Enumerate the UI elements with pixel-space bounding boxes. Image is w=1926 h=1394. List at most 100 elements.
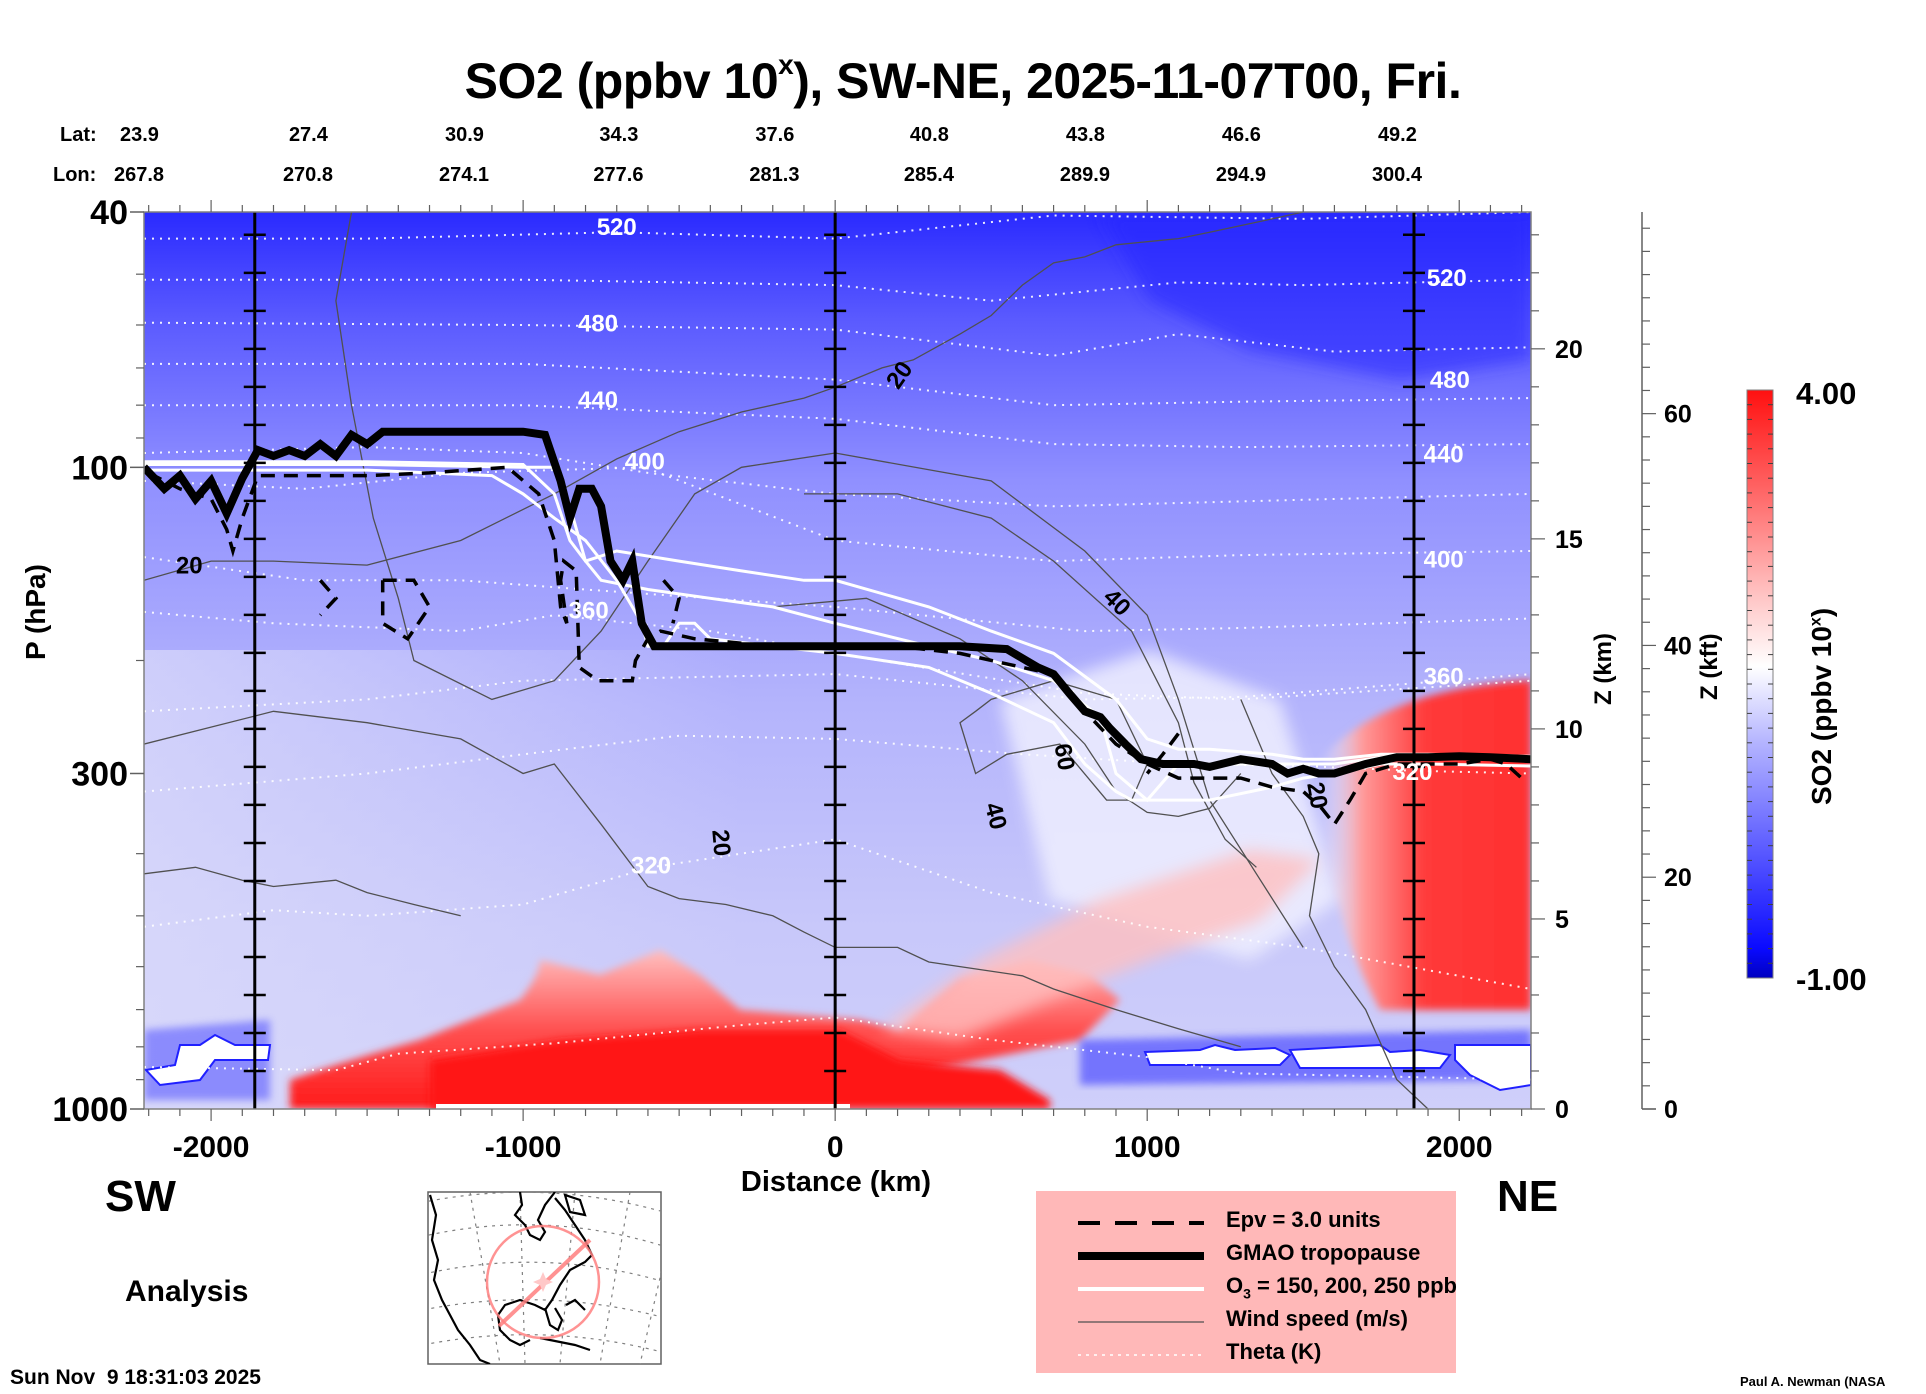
theta-label: 520 <box>597 214 637 241</box>
lat-value: 34.3 <box>599 124 639 146</box>
theta-contour-line <box>144 610 1531 701</box>
legend-item-theta: Theta (K) <box>1036 1337 1456 1371</box>
lat-value: 27.4 <box>288 124 328 146</box>
legend-swatch-thin <box>1078 1321 1204 1323</box>
z-kft-tick-label: 20 <box>1664 864 1692 892</box>
x-tick-label: -2000 <box>173 1131 250 1164</box>
lat-value: 43.8 <box>1065 124 1105 146</box>
field-missing-ne3 <box>1454 1044 1531 1092</box>
epv-contour-line <box>1145 732 1180 775</box>
lon-value: 267.8 <box>114 164 165 186</box>
z-kft-tick-label: 40 <box>1664 632 1692 660</box>
lat-value: 30.9 <box>444 124 484 146</box>
lon-value: 270.8 <box>282 164 333 186</box>
theta-contour-line <box>144 1016 1531 1081</box>
theta-contour-line <box>144 838 1531 990</box>
legend-swatch-dotted <box>1078 1354 1204 1356</box>
z-kft-tick-label: 0 <box>1664 1096 1678 1124</box>
wind-contour-line <box>335 212 1304 948</box>
field-light-red-band <box>880 850 1320 1040</box>
theta-contour-line <box>144 278 1531 302</box>
theta-label: 320 <box>1392 759 1432 786</box>
y-tick-label: 1000 <box>52 1091 128 1129</box>
lon-value: 274.1 <box>438 164 490 186</box>
map-range-circle <box>485 1224 601 1340</box>
direction-label-ne: NE <box>1497 1172 1559 1221</box>
tropopause-line-path <box>144 427 1531 778</box>
legend-item-wind: Wind speed (m/s) <box>1036 1304 1456 1338</box>
z-km-tick-label: 5 <box>1555 906 1569 934</box>
colorbar-max-label: 4.00 <box>1796 376 1857 411</box>
theta-label: 360 <box>569 597 609 624</box>
z-km-tick-label: 0 <box>1555 1096 1569 1124</box>
colorbar <box>1746 389 1774 979</box>
lon-value: 294.9 <box>1215 164 1266 186</box>
y-tick-label: 40 <box>90 194 128 232</box>
z-km-tick-label: 20 <box>1555 336 1583 364</box>
map-center-star-icon <box>533 1272 553 1292</box>
z-km-axis: 0 5 10 15 20 <box>1531 234 1583 1124</box>
y-tick-label: 100 <box>71 449 128 487</box>
map-graticule <box>428 1192 661 1364</box>
run-type-label: Analysis <box>125 1275 249 1308</box>
theta-label: 520 <box>1427 265 1467 292</box>
tropopause-line <box>144 427 1531 778</box>
y-tick-label: 300 <box>71 755 128 793</box>
field-missing-surface <box>436 1104 850 1109</box>
lon-value: 300.4 <box>1371 164 1422 186</box>
x-axis-label: Distance (km) <box>740 1166 932 1198</box>
wind-label: 20 <box>176 552 203 579</box>
timestamp: Sun Nov 9 18:31:03 2025 <box>10 1366 261 1389</box>
lat-value: 40.8 <box>909 124 949 146</box>
chart-title: SO2 (ppbv 10x), SW-NE, 2025-11-07T00, Fr… <box>464 49 1462 109</box>
lon-value: 277.6 <box>593 164 644 186</box>
inset-map <box>427 1191 662 1365</box>
wind-contour-line <box>144 710 1241 1048</box>
epv-contour-line <box>318 579 339 617</box>
x-tick-label: 1000 <box>1114 1131 1181 1164</box>
legend-swatch-heavy <box>1078 1252 1204 1260</box>
wind-label: 60 <box>1048 742 1079 773</box>
field-deep-blue-ne <box>1100 212 1531 380</box>
z-km-axis-label: Z (km) <box>1590 633 1617 705</box>
lat-value: 46.6 <box>1221 124 1261 146</box>
direction-label-sw: SW <box>105 1172 176 1221</box>
wind-label: 20 <box>1301 780 1332 811</box>
colorbar-level-ticks <box>1747 404 1773 964</box>
lon-value: 281.3 <box>749 164 800 186</box>
wind-label: 20 <box>706 828 735 857</box>
author-credit: Paul A. Newman (NASA <box>1740 1374 1886 1389</box>
x-tick-label: -1000 <box>485 1131 562 1164</box>
theta-label: 360 <box>1424 663 1464 690</box>
legend-swatch-dashed <box>1078 1221 1204 1225</box>
theta-contour-line <box>144 362 1531 407</box>
theta-contour-line <box>144 446 1531 508</box>
vertical-marker-lines <box>243 212 1425 1109</box>
wind-contour-line <box>144 866 461 917</box>
epv-contours <box>147 465 1523 828</box>
lon-value: 285.4 <box>903 164 954 186</box>
lon-value: 289.9 <box>1059 164 1110 186</box>
z-kft-axis-label: Z (kft) <box>1696 633 1723 700</box>
wind-contour-line <box>144 212 1304 581</box>
wind-contour-line <box>959 680 1148 801</box>
z-km-tick-label: 15 <box>1555 526 1583 554</box>
wind-contour-line <box>772 597 1242 818</box>
colorbar-min-label: -1.00 <box>1796 962 1867 997</box>
x-tick-label: 0 <box>827 1131 844 1164</box>
z-km-tick-label: 10 <box>1555 716 1583 744</box>
field-missing-sw <box>144 1033 272 1087</box>
legend: Epv = 3.0 units GMAO tropopause O3 = 150… <box>1036 1191 1457 1373</box>
z-kft-axis: 0 20 40 60 <box>1641 212 1692 1124</box>
lat-value: 23.9 <box>120 124 159 146</box>
colorbar-label: SO2 (ppbv 10x) <box>1806 607 1837 805</box>
theta-contour-line <box>144 404 1531 449</box>
field-missing-ne1 <box>1143 1043 1292 1066</box>
legend-item-epv: Epv = 3.0 units <box>1036 1205 1456 1239</box>
lat-label: Lat: <box>60 124 97 146</box>
theta-label: 400 <box>1424 546 1464 573</box>
z-kft-tick-label: 60 <box>1664 401 1692 429</box>
theta-label: 400 <box>625 448 665 475</box>
wind-contours <box>144 212 1429 1109</box>
